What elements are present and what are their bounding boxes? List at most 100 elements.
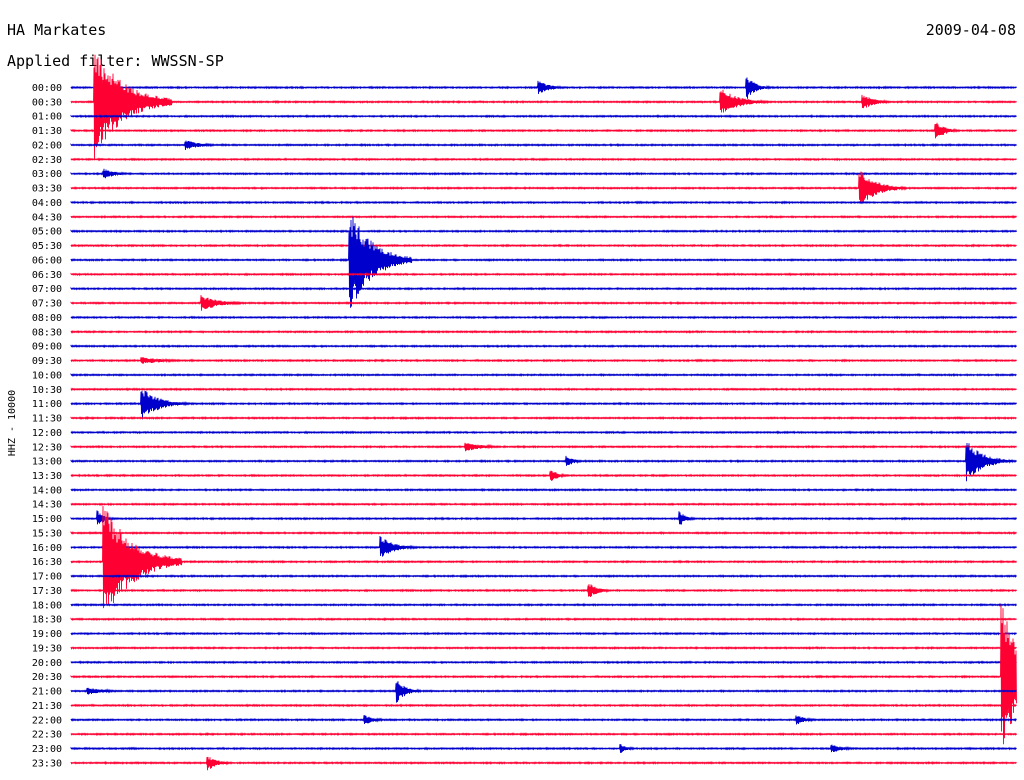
trace-2300 <box>70 743 1017 753</box>
row-label-0400: 04:00 <box>32 198 62 209</box>
row-label-2230: 22:30 <box>32 730 62 741</box>
row-label-0000: 00:00 <box>32 83 62 94</box>
row-label-1000: 10:00 <box>32 370 62 381</box>
row-label-1700: 17:00 <box>32 572 62 583</box>
date-label: 2009-04-08 <box>926 21 1016 39</box>
trace-1130 <box>70 415 1017 421</box>
row-label-0930: 09:30 <box>32 356 62 367</box>
trace-1100 <box>70 390 1017 420</box>
row-label-2130: 21:30 <box>32 701 62 712</box>
trace-1200 <box>70 430 1017 435</box>
filter-label: Applied filter: WWSSN-SP <box>7 52 224 70</box>
row-time-labels: 00:00 00:30 01:00 01:30 02:00 02:30 03:00 03:30… <box>32 83 62 769</box>
trace-0930 <box>70 357 1017 364</box>
trace-1600 <box>70 536 1017 557</box>
row-label-1130: 11:30 <box>32 414 62 425</box>
row-label-1030: 10:30 <box>32 385 62 396</box>
row-label-1930: 19:30 <box>32 643 62 654</box>
seismic-traces <box>70 54 1017 771</box>
trace-0100 <box>70 114 1017 119</box>
trace-0400 <box>70 200 1017 205</box>
trace-1800 <box>70 602 1017 607</box>
trace-1030 <box>70 387 1017 392</box>
row-label-0800: 08:00 <box>32 313 62 324</box>
trace-0830 <box>70 329 1017 334</box>
row-label-0830: 08:30 <box>32 327 62 338</box>
row-label-0030: 00:30 <box>32 97 62 108</box>
row-label-0730: 07:30 <box>32 299 62 310</box>
trace-0900 <box>70 344 1017 349</box>
row-label-1900: 19:00 <box>32 629 62 640</box>
trace-0730 <box>70 295 1017 311</box>
trace-0330 <box>70 171 1017 204</box>
trace-1930 <box>70 645 1017 651</box>
trace-1230 <box>70 442 1017 452</box>
trace-2130 <box>70 703 1017 708</box>
trace-2100 <box>70 681 1017 703</box>
row-label-0100: 01:00 <box>32 112 62 123</box>
row-label-2100: 21:00 <box>32 687 62 698</box>
row-label-0630: 06:30 <box>32 270 62 281</box>
row-label-2300: 23:00 <box>32 744 62 755</box>
station-title: HA Markates <box>7 21 106 39</box>
trace-2330 <box>70 756 1017 771</box>
row-label-0130: 01:30 <box>32 126 62 137</box>
trace-1700 <box>70 573 1017 579</box>
row-label-0600: 06:00 <box>32 255 62 266</box>
trace-1630 <box>70 505 1017 609</box>
trace-0300 <box>70 168 1017 179</box>
row-label-1730: 17:30 <box>32 586 62 597</box>
trace-0230 <box>70 157 1017 162</box>
trace-0200 <box>70 140 1017 151</box>
row-label-1400: 14:00 <box>32 485 62 496</box>
trace-0030 <box>70 54 1017 160</box>
trace-0800 <box>70 315 1017 320</box>
row-label-1630: 16:30 <box>32 557 62 568</box>
row-label-1430: 14:30 <box>32 500 62 511</box>
trace-1500 <box>70 510 1017 525</box>
trace-1730 <box>70 584 1017 598</box>
row-label-1100: 11:00 <box>32 399 62 410</box>
trace-2000 <box>70 660 1017 665</box>
trace-2200 <box>70 715 1017 725</box>
trace-1330 <box>70 470 1017 481</box>
trace-0500 <box>70 229 1017 234</box>
trace-0530 <box>70 243 1017 248</box>
row-label-0900: 09:00 <box>32 342 62 353</box>
row-label-1330: 13:30 <box>32 471 62 482</box>
row-label-2000: 20:00 <box>32 658 62 669</box>
row-label-2330: 23:30 <box>32 758 62 769</box>
row-label-1500: 15:00 <box>32 514 62 525</box>
row-label-0500: 05:00 <box>32 227 62 238</box>
trace-1830 <box>70 617 1017 622</box>
row-label-0700: 07:00 <box>32 284 62 295</box>
row-label-0330: 03:30 <box>32 184 62 195</box>
trace-0700 <box>70 286 1017 291</box>
trace-0130 <box>70 122 1017 139</box>
trace-1900 <box>70 631 1017 636</box>
row-label-0230: 02:30 <box>32 155 62 166</box>
trace-2030 <box>70 604 1017 745</box>
trace-1400 <box>70 487 1017 493</box>
trace-1430 <box>70 502 1017 507</box>
row-label-2200: 22:00 <box>32 715 62 726</box>
row-label-2030: 20:30 <box>32 672 62 683</box>
channel-axis-label: HHZ - 10000 <box>7 390 18 456</box>
row-label-1830: 18:30 <box>32 615 62 626</box>
trace-0430 <box>70 214 1017 219</box>
row-label-1300: 13:00 <box>32 457 62 468</box>
trace-0000 <box>70 77 1017 99</box>
trace-1300 <box>70 443 1017 482</box>
row-label-0530: 05:30 <box>32 241 62 252</box>
trace-0600 <box>70 216 1017 308</box>
row-label-1230: 12:30 <box>32 442 62 453</box>
trace-0630 <box>70 272 1017 277</box>
row-label-0300: 03:00 <box>32 169 62 180</box>
row-label-1800: 18:00 <box>32 600 62 611</box>
row-label-0430: 04:30 <box>32 212 62 223</box>
row-label-1600: 16:00 <box>32 543 62 554</box>
trace-2230 <box>70 732 1017 737</box>
trace-1000 <box>70 372 1017 377</box>
row-label-1200: 12:00 <box>32 428 62 439</box>
